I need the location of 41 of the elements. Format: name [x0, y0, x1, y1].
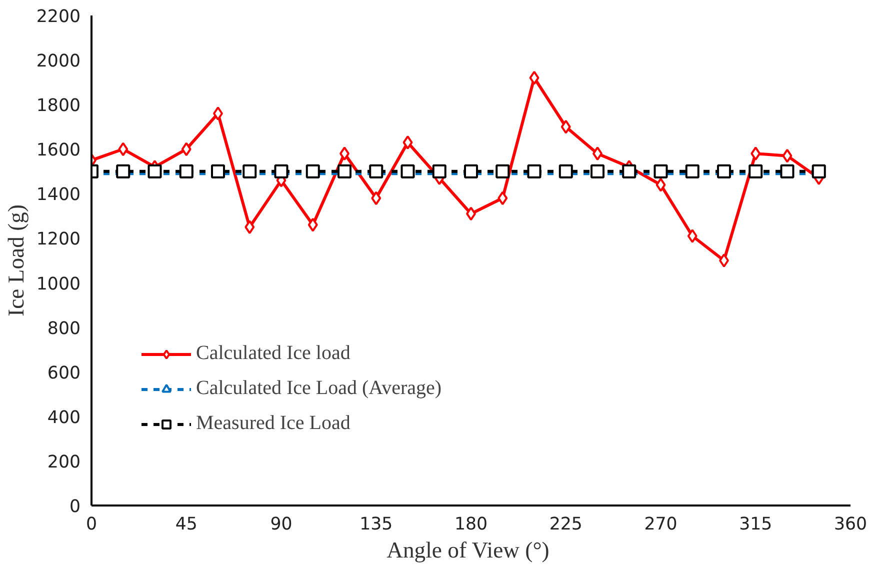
x-tick-label: 270 [644, 514, 678, 534]
x-tick-label: 315 [739, 514, 772, 534]
y-tick-label: 1000 [36, 274, 81, 294]
x-tick-label: 45 [175, 514, 198, 534]
point [750, 146, 761, 161]
y-tick-label: 0 [69, 497, 81, 517]
x-tick-label: 135 [360, 514, 393, 534]
y-tick-label: 800 [47, 318, 81, 339]
point [371, 191, 382, 206]
point [118, 142, 128, 156]
y-tick-label: 1200 [36, 230, 81, 250]
point [402, 135, 413, 150]
y-tick-label: 2200 [36, 7, 81, 27]
x-tick-label: 225 [549, 514, 582, 534]
y-tick-label: 1600 [36, 140, 81, 161]
legend-label: Calculated Ice load [196, 342, 350, 365]
legend-label: Calculated Ice Load (Average) [196, 377, 442, 400]
point [719, 254, 729, 268]
point [687, 229, 698, 243]
point [498, 191, 508, 206]
y-tick-label: 1800 [36, 96, 81, 116]
point [529, 70, 540, 85]
y-axis-title: Ice Load (g) [3, 204, 28, 316]
x-tick-label: 0 [86, 514, 98, 534]
x-axis-title: Angle of View (°) [386, 538, 550, 562]
y-tick-label: 1400 [36, 185, 81, 206]
point [244, 220, 255, 234]
x-tick-label: 180 [454, 514, 488, 534]
point [308, 218, 318, 232]
point [782, 148, 792, 163]
y-tick-label: 600 [47, 363, 81, 384]
y-tick-label: 2000 [36, 52, 81, 72]
x-tick-label: 90 [270, 514, 292, 534]
x-tick-label: 360 [834, 514, 868, 534]
y-tick-label: 400 [47, 408, 81, 428]
point [181, 142, 192, 156]
y-tick-label: 200 [47, 452, 81, 472]
point [656, 178, 666, 192]
point [560, 120, 571, 134]
legend-label: Measured Ice Load [196, 412, 350, 435]
point [213, 106, 223, 120]
